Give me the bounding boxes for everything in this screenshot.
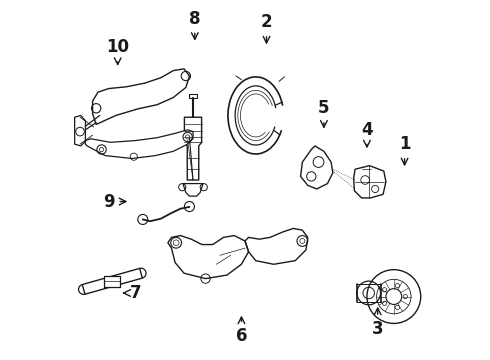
Polygon shape — [190, 94, 196, 98]
Polygon shape — [82, 269, 143, 294]
Polygon shape — [74, 116, 85, 146]
Text: 3: 3 — [372, 308, 384, 338]
Polygon shape — [104, 276, 120, 287]
Text: 7: 7 — [123, 284, 142, 302]
Text: 5: 5 — [318, 99, 330, 127]
Polygon shape — [183, 184, 203, 196]
Text: 10: 10 — [106, 38, 129, 64]
Polygon shape — [93, 69, 190, 125]
Text: 6: 6 — [236, 317, 247, 345]
Text: 2: 2 — [261, 13, 272, 43]
Text: 4: 4 — [361, 121, 373, 147]
Text: 9: 9 — [103, 193, 126, 211]
Text: 8: 8 — [189, 10, 200, 39]
Text: 1: 1 — [399, 135, 410, 165]
Polygon shape — [184, 117, 201, 180]
Polygon shape — [85, 130, 193, 158]
